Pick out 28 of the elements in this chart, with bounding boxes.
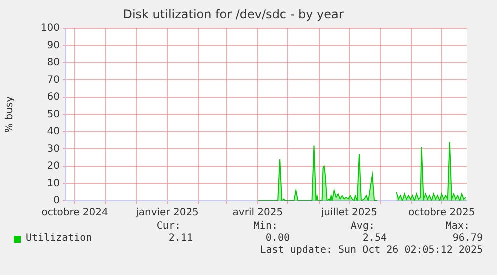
x-tick-label: juillet 2025: [320, 208, 378, 219]
y-tick-label: 50: [47, 109, 60, 120]
legend-label: Utilization: [26, 233, 92, 244]
y-tick-label: 30: [47, 144, 60, 155]
y-tick-label: 80: [47, 58, 60, 69]
text: 2.54: [362, 233, 387, 244]
chart-title: Disk utilization for /dev/sdc - by year: [123, 7, 344, 22]
y-tick-label: 20: [47, 161, 60, 172]
x-tick-label: avril 2025: [232, 208, 284, 219]
text: Last update: Sun Oct 26 02:05:12 2025: [260, 245, 483, 256]
text: 2.11: [168, 233, 193, 244]
y-tick-label: 40: [47, 126, 60, 138]
x-tick-label: janvier 2025: [135, 208, 199, 219]
x-tick-label: octobre 2024: [42, 208, 108, 219]
text: 0.00: [266, 233, 290, 244]
text: 96.79: [452, 233, 483, 244]
text: Max:: [446, 221, 470, 232]
x-tick-label: octobre 2025: [408, 208, 476, 219]
y-tick-label: 90: [47, 40, 60, 52]
text: Cur:: [156, 221, 181, 232]
y-tick-label: 60: [47, 92, 60, 104]
y-tick-label: 10: [47, 178, 60, 190]
y-axis-title: % busy: [4, 96, 16, 133]
y-tick-label: 70: [47, 74, 60, 86]
text: Min:: [254, 221, 278, 232]
y-tick-label: 0: [54, 196, 60, 207]
text: Avg:: [350, 221, 375, 232]
y-tick-label: 100: [40, 22, 60, 34]
